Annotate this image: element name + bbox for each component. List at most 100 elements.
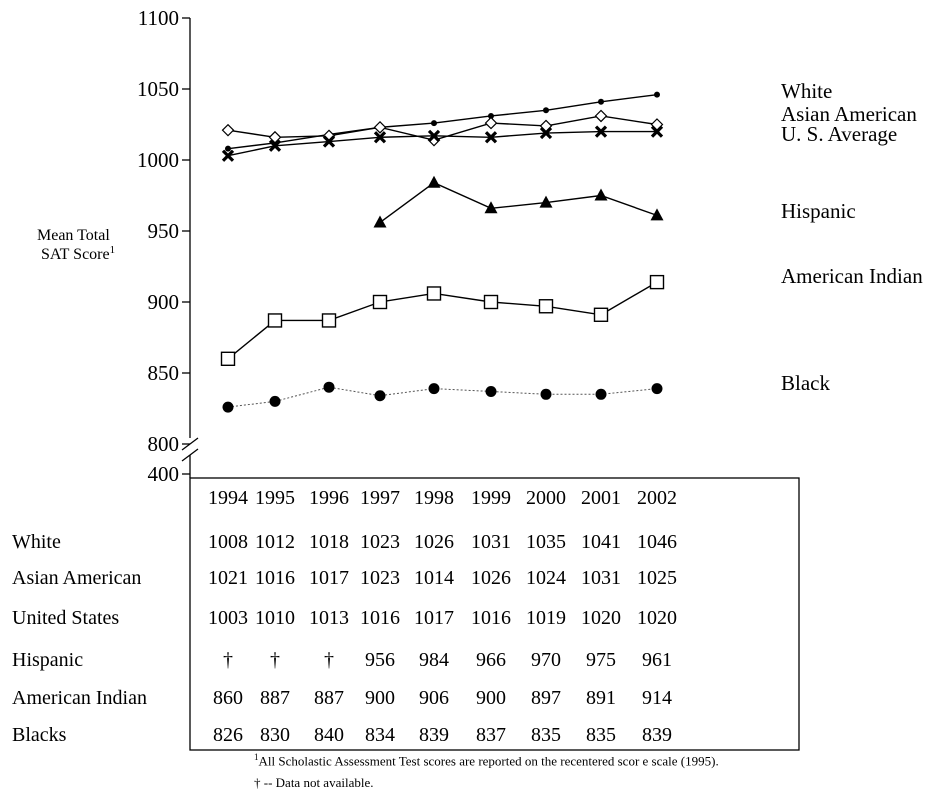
table-cell: 835 (586, 724, 616, 746)
series-point (595, 388, 607, 400)
table-cell: 1026 (471, 567, 511, 589)
table-cell: 1019 (526, 607, 566, 629)
series-point (654, 91, 660, 98)
table-border (189, 477, 800, 751)
table-cell: 1031 (581, 567, 621, 589)
table-cell: † (270, 649, 280, 671)
y-axis-label-line1: Mean Total (37, 227, 110, 244)
footnote-1: 1All Scholastic Assessment Test scores a… (254, 752, 719, 769)
table-cell: 891 (586, 687, 616, 709)
series-point (269, 395, 281, 407)
table-cell: 1020 (581, 607, 621, 629)
table-cell: 1017 (309, 567, 349, 589)
y-tick-label: 1050 (137, 77, 179, 101)
series-american-indian: American Indian (220, 264, 923, 366)
series-point (485, 385, 497, 397)
series-point (594, 188, 608, 201)
table-cell: 1046 (637, 531, 677, 553)
series-point (323, 381, 335, 393)
series-point (543, 107, 549, 114)
table-cell: 1026 (414, 531, 454, 553)
series-line (227, 93, 658, 150)
table-cell: 1013 (309, 607, 349, 629)
table-cell: 887 (314, 687, 344, 709)
series-point (651, 383, 663, 395)
series-black: Black (222, 371, 830, 413)
series-point (484, 201, 498, 214)
y-axis-label: Mean Total SAT Score1 (37, 227, 115, 263)
y-tick-label: 900 (148, 290, 180, 314)
series-point (539, 126, 553, 140)
series-point (220, 351, 236, 366)
table-cell: † (324, 649, 334, 671)
y-tick-label-break: 400 (148, 462, 180, 486)
table-header-cell: 2001 (581, 487, 621, 509)
series-line (227, 281, 658, 360)
table-header-cell: 1996 (309, 487, 349, 509)
series-point (221, 149, 235, 162)
table-cell: 970 (531, 649, 561, 671)
series-point (426, 286, 442, 301)
table-cell: 1031 (471, 531, 511, 553)
table-cell: 897 (531, 687, 561, 709)
table-cell: 914 (642, 687, 672, 709)
table-header-cell: 1997 (360, 487, 400, 509)
table-cell: 1012 (255, 531, 295, 553)
series-point (221, 123, 235, 137)
series-point (649, 274, 665, 290)
series-point (373, 215, 387, 228)
table-cell: 1003 (208, 607, 248, 629)
data-table: 1994 1995 1996 1997 1998 1999 2000 2001 2002 Whit… (12, 477, 800, 751)
table-header-cell: 1995 (255, 487, 295, 509)
series-point (650, 125, 664, 138)
series-point (372, 294, 388, 310)
series-point (428, 383, 440, 395)
table-cell: 830 (260, 724, 290, 746)
table-cell: 1008 (208, 531, 248, 553)
series-point (431, 120, 437, 127)
series-point (268, 139, 282, 152)
series-white: White (225, 79, 832, 152)
table-cell: 1016 (471, 607, 511, 629)
footnote-2: † -- Data not available. (254, 775, 374, 790)
y-tick-label: 1000 (137, 148, 179, 172)
table-cell: 1020 (637, 607, 677, 629)
table-header-cell: 1999 (471, 487, 511, 509)
table-cell: 975 (586, 649, 616, 671)
table-header-cell: 2002 (637, 487, 677, 509)
table-row-label: United States (12, 607, 119, 629)
series-point (373, 120, 387, 134)
series-line (379, 181, 658, 224)
table-cell: 840 (314, 724, 344, 746)
table-cell: 956 (365, 649, 395, 671)
series-point (540, 388, 552, 400)
series-point (373, 131, 387, 144)
series-line (227, 386, 658, 408)
y-tick-label: 850 (148, 361, 180, 385)
table-cell: 837 (476, 724, 506, 746)
table-cell: 1016 (360, 607, 400, 629)
table-row-label: White (12, 531, 61, 553)
table-cell: 835 (531, 724, 561, 746)
series-point (427, 175, 441, 188)
table-cell: 1025 (637, 567, 677, 589)
series-point (539, 195, 553, 208)
table-row-label: Asian American (12, 567, 141, 589)
series-line (227, 130, 657, 157)
table-cell: 1017 (414, 607, 454, 629)
table-row-label: American Indian (12, 687, 147, 709)
y-axis: 800 850 900 950 1000 1050 1100 400 (137, 6, 199, 486)
axis-break-mark (181, 437, 199, 451)
table-cell: 1010 (255, 607, 295, 629)
table-cell: 900 (476, 687, 506, 709)
table-cell: 860 (213, 687, 243, 709)
y-axis-label-line2: SAT Score1 (41, 244, 115, 263)
series-point (374, 390, 386, 402)
table-cell: 1016 (255, 567, 295, 589)
table-cell: 966 (476, 649, 506, 671)
table-header-cell: 1998 (414, 487, 454, 509)
series-point (225, 145, 231, 152)
table-row-label: Blacks (12, 724, 67, 746)
